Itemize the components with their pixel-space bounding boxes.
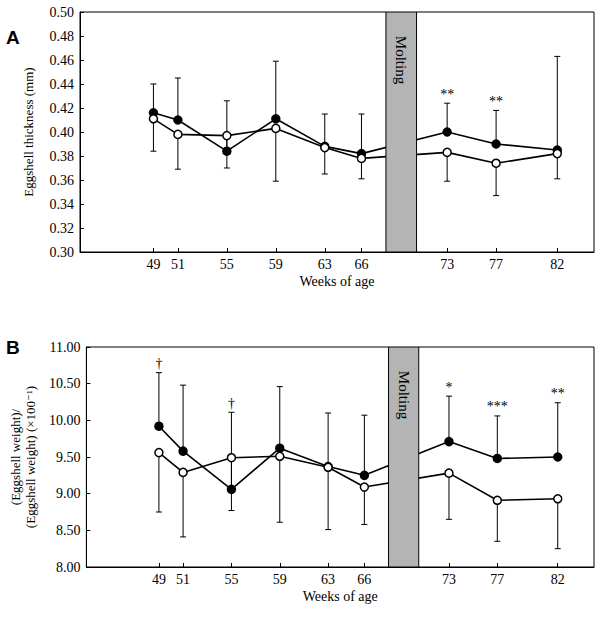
- svg-text:B: B: [6, 337, 20, 358]
- svg-text:66: 66: [357, 572, 371, 587]
- svg-text:66: 66: [354, 257, 368, 272]
- svg-text:(Eggshell weight) (×100⁻¹): (Eggshell weight) (×100⁻¹): [23, 386, 38, 528]
- svg-text:0.40: 0.40: [50, 125, 75, 140]
- svg-text:0.44: 0.44: [50, 77, 75, 92]
- svg-text:0.42: 0.42: [50, 101, 75, 116]
- svg-text:0.36: 0.36: [50, 173, 75, 188]
- svg-text:Weeks of age: Weeks of age: [299, 274, 374, 289]
- svg-text:51: 51: [176, 572, 190, 587]
- svg-text:Molting: Molting: [393, 36, 409, 85]
- svg-text:63: 63: [321, 572, 335, 587]
- svg-text:0.38: 0.38: [50, 149, 75, 164]
- svg-text:**: **: [551, 386, 565, 401]
- svg-text:*: *: [445, 380, 452, 395]
- svg-text:51: 51: [171, 257, 185, 272]
- svg-text:A: A: [6, 27, 20, 48]
- svg-text:0.50: 0.50: [50, 5, 75, 20]
- svg-text:8.00: 8.00: [56, 560, 81, 575]
- svg-text:82: 82: [550, 257, 564, 272]
- svg-text:55: 55: [220, 257, 234, 272]
- svg-text:10.00: 10.00: [49, 413, 81, 428]
- svg-text:0.34: 0.34: [50, 197, 75, 212]
- svg-text:0.32: 0.32: [50, 221, 75, 236]
- svg-text:Eggshell thickness (mm): Eggshell thickness (mm): [21, 67, 36, 196]
- svg-text:77: 77: [489, 257, 503, 272]
- svg-text:77: 77: [490, 572, 504, 587]
- svg-text:†: †: [228, 396, 235, 411]
- svg-text:82: 82: [551, 572, 565, 587]
- svg-text:49: 49: [146, 257, 160, 272]
- svg-text:†: †: [155, 356, 162, 371]
- svg-text:73: 73: [442, 572, 456, 587]
- svg-text:73: 73: [440, 257, 454, 272]
- svg-text:10.50: 10.50: [49, 376, 81, 391]
- svg-text:49: 49: [152, 572, 166, 587]
- svg-text:0.46: 0.46: [50, 53, 75, 68]
- svg-text:8.50: 8.50: [56, 523, 81, 538]
- svg-text:11.00: 11.00: [49, 340, 80, 355]
- svg-text:63: 63: [318, 257, 332, 272]
- svg-text:***: ***: [487, 399, 508, 414]
- svg-text:(Eggshell weight)/: (Eggshell weight)/: [8, 408, 23, 505]
- svg-text:59: 59: [273, 572, 287, 587]
- svg-text:55: 55: [224, 572, 238, 587]
- svg-text:**: **: [489, 94, 503, 109]
- svg-text:9.00: 9.00: [56, 486, 81, 501]
- svg-text:**: **: [440, 87, 454, 102]
- svg-text:Weeks of age: Weeks of age: [303, 589, 378, 604]
- svg-text:9.50: 9.50: [56, 450, 81, 465]
- svg-text:59: 59: [269, 257, 283, 272]
- svg-text:0.48: 0.48: [50, 29, 75, 44]
- svg-text:Molting: Molting: [396, 371, 412, 420]
- svg-text:0.30: 0.30: [50, 245, 75, 260]
